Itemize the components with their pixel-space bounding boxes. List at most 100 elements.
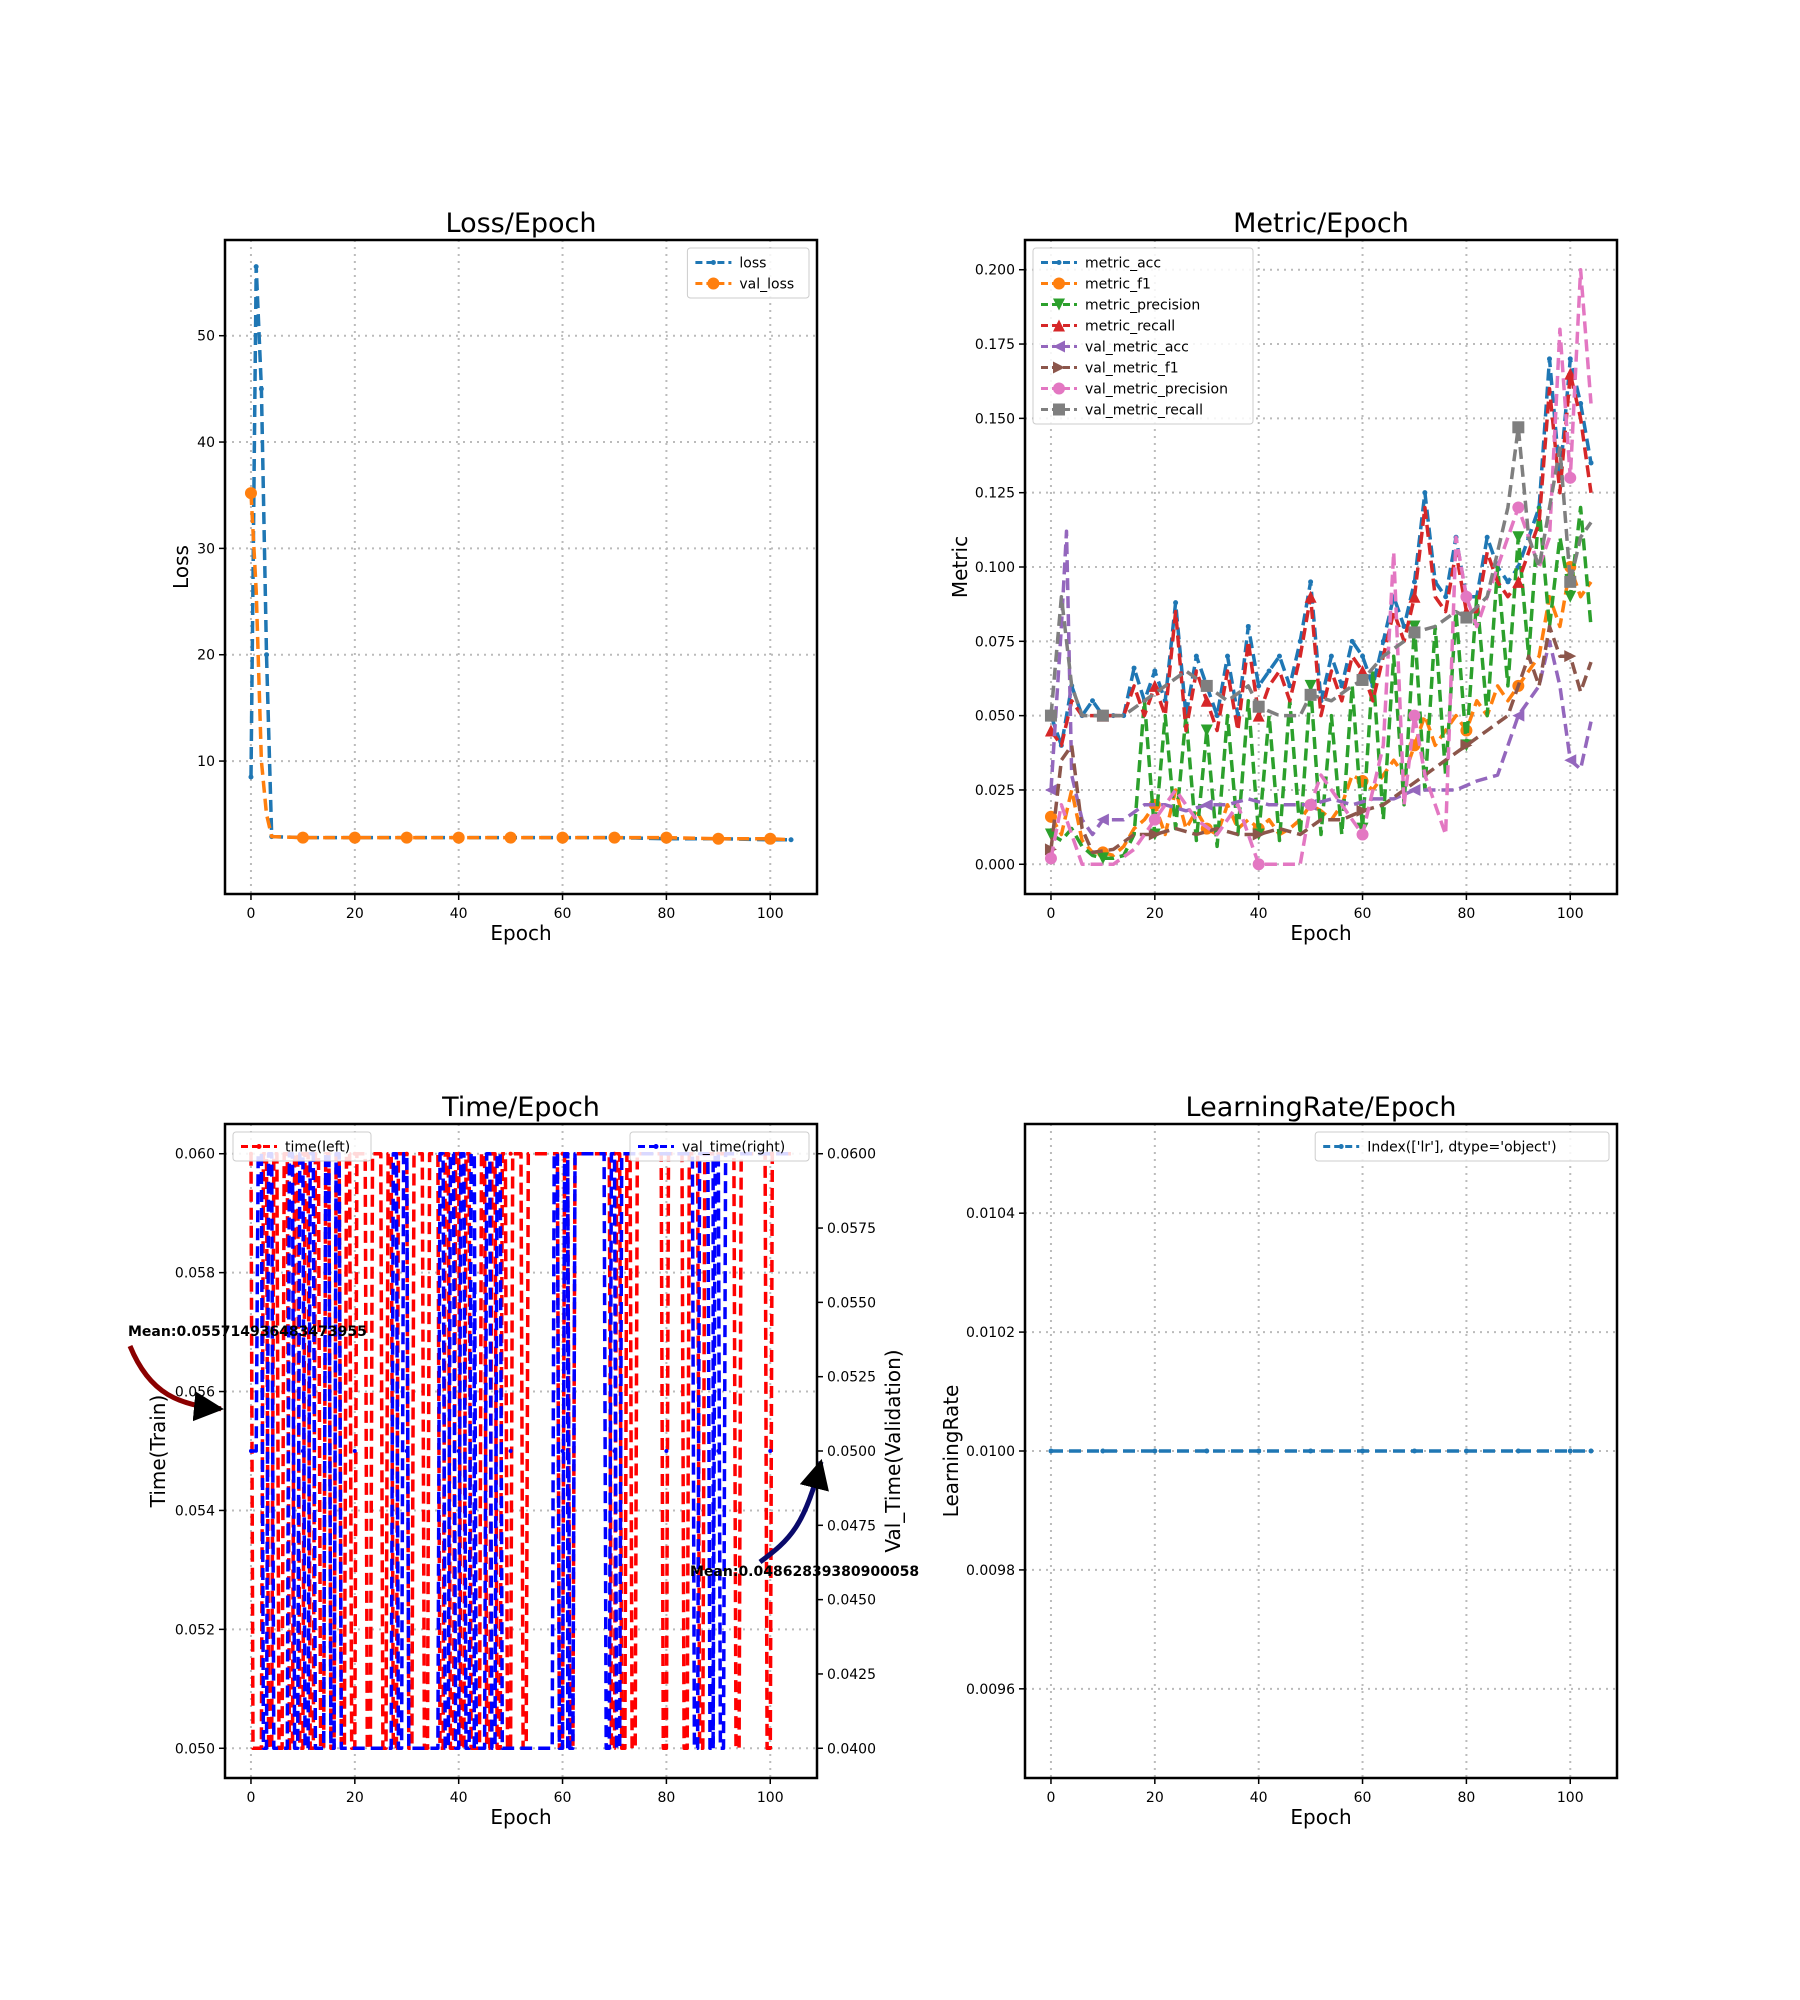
data-point: [1360, 653, 1366, 659]
data-point: [348, 831, 361, 844]
right-y-tick-label: 0.0400: [827, 1741, 876, 1757]
data-point: [1512, 531, 1525, 544]
data-point: [1200, 798, 1213, 811]
data-point: [1096, 852, 1109, 865]
x-tick-label: 60: [1354, 906, 1372, 922]
x-tick-label: 100: [757, 1790, 784, 1806]
right-y-tick-label: 0.0475: [827, 1518, 876, 1534]
data-point: [788, 837, 794, 843]
legend: metric_acc metric_f1 metric_precisionmetri…: [1032, 247, 1254, 425]
series-line: [1049, 425, 1593, 718]
data-point: [1304, 590, 1317, 603]
data-point: [248, 774, 254, 780]
data-point: [1349, 638, 1355, 644]
metric-y-axis-label: Metric: [948, 536, 972, 598]
legend: time(left): [232, 1131, 372, 1162]
data-point: [1512, 709, 1525, 722]
legend-marker: [710, 260, 716, 265]
x-tick-label: 40: [450, 906, 468, 922]
y-tick-label: 0.200: [975, 263, 1015, 279]
data-point: [1356, 804, 1369, 817]
legend-item-metric-recall: metric_recall: [1041, 319, 1175, 335]
data-point: [1422, 490, 1428, 496]
series-line: [249, 264, 791, 842]
data-point: [556, 831, 569, 844]
data-point: [1578, 401, 1584, 406]
data-point: [1245, 623, 1251, 629]
data-point: [712, 832, 725, 845]
legend-marker: [1053, 277, 1065, 290]
legend-item-val-metric-f1: val_metric_f1: [1041, 361, 1179, 377]
data-point: [404, 1449, 409, 1453]
data-point: [1252, 709, 1265, 722]
data-point: [1252, 828, 1265, 841]
legend: val_time(right): [629, 1131, 810, 1162]
legend-item-metric-precision: metric_precision: [1041, 298, 1200, 314]
series-val-metric-precision: [1044, 267, 1593, 871]
data-point: [1515, 1448, 1521, 1454]
mean-train-arrow: [127, 1345, 224, 1422]
y-tick-label: 0.150: [975, 411, 1015, 427]
data-point: [1460, 611, 1473, 624]
legend-item-val-time-right: val_time(right): [638, 1140, 785, 1156]
data-point: [1225, 653, 1231, 659]
data-point: [1304, 798, 1317, 811]
data-point: [612, 1449, 617, 1453]
y-tick-label: 0.0096: [966, 1682, 1015, 1698]
loss-y-axis-label: Loss: [169, 545, 193, 589]
x-tick-label: 80: [657, 906, 675, 922]
data-point: [452, 831, 465, 844]
time-x-axis-label: Epoch: [490, 1805, 551, 1829]
data-point: [1512, 575, 1525, 588]
data-point: [1512, 421, 1525, 434]
x-tick-label: 60: [554, 1790, 572, 1806]
legend-marker: [1053, 298, 1065, 311]
data-point: [1308, 579, 1314, 585]
legend-label: metric_recall: [1085, 319, 1175, 335]
legend-box: [1314, 1131, 1610, 1162]
y-tick-label: 0.0104: [966, 1206, 1015, 1222]
legend-marker: [653, 1144, 659, 1149]
data-point: [1304, 679, 1317, 692]
series-index-lr-dtype-object: [1048, 1448, 1594, 1454]
data-point: [1252, 858, 1265, 871]
legend-item-index-lr-dtype-object: Index(['lr'], dtype='object'): [1323, 1140, 1557, 1156]
data-point: [764, 832, 777, 845]
y-tick-label: 30: [197, 541, 215, 557]
data-point: [1460, 739, 1473, 752]
data-point: [300, 1449, 305, 1453]
data-point: [504, 831, 517, 844]
data-point: [1200, 694, 1213, 707]
metric-chart-title: Metric/Epoch: [1233, 208, 1409, 239]
series-val-metric-f1: [1044, 624, 1593, 856]
data-point: [508, 1151, 513, 1156]
legend-item-time-left: time(left): [241, 1140, 350, 1156]
y-tick-label: 0.050: [975, 709, 1015, 725]
data-point: [1564, 754, 1577, 767]
data-point: [1252, 700, 1265, 713]
data-point: [258, 386, 264, 392]
legend-marker: [1053, 382, 1065, 395]
x-tick-label: 20: [1146, 906, 1164, 922]
legend-label: metric_f1: [1085, 277, 1151, 293]
legend-marker: [1053, 340, 1065, 353]
y-tick-label: 0.052: [175, 1622, 215, 1638]
legend-item-val-metric-recall: val_metric_recall: [1041, 403, 1203, 419]
legend-label: metric_precision: [1085, 298, 1200, 314]
y-tick-label: 40: [197, 435, 215, 451]
data-point: [1193, 653, 1199, 659]
legend-marker: [1338, 1144, 1344, 1149]
data-point: [1564, 367, 1577, 380]
x-tick-label: 60: [554, 906, 572, 922]
data-point: [1096, 709, 1109, 722]
legend-label: val_metric_recall: [1085, 403, 1203, 419]
data-point: [768, 1449, 773, 1453]
data-point: [1588, 1448, 1594, 1454]
data-point: [1100, 1448, 1106, 1454]
data-point: [1463, 1448, 1469, 1454]
right-y-tick-label: 0.0450: [827, 1593, 876, 1609]
data-point: [253, 264, 259, 270]
data-point: [1564, 650, 1577, 663]
series-line: [1049, 624, 1593, 855]
learning-rate-x-axis-label: Epoch: [1290, 1805, 1351, 1829]
